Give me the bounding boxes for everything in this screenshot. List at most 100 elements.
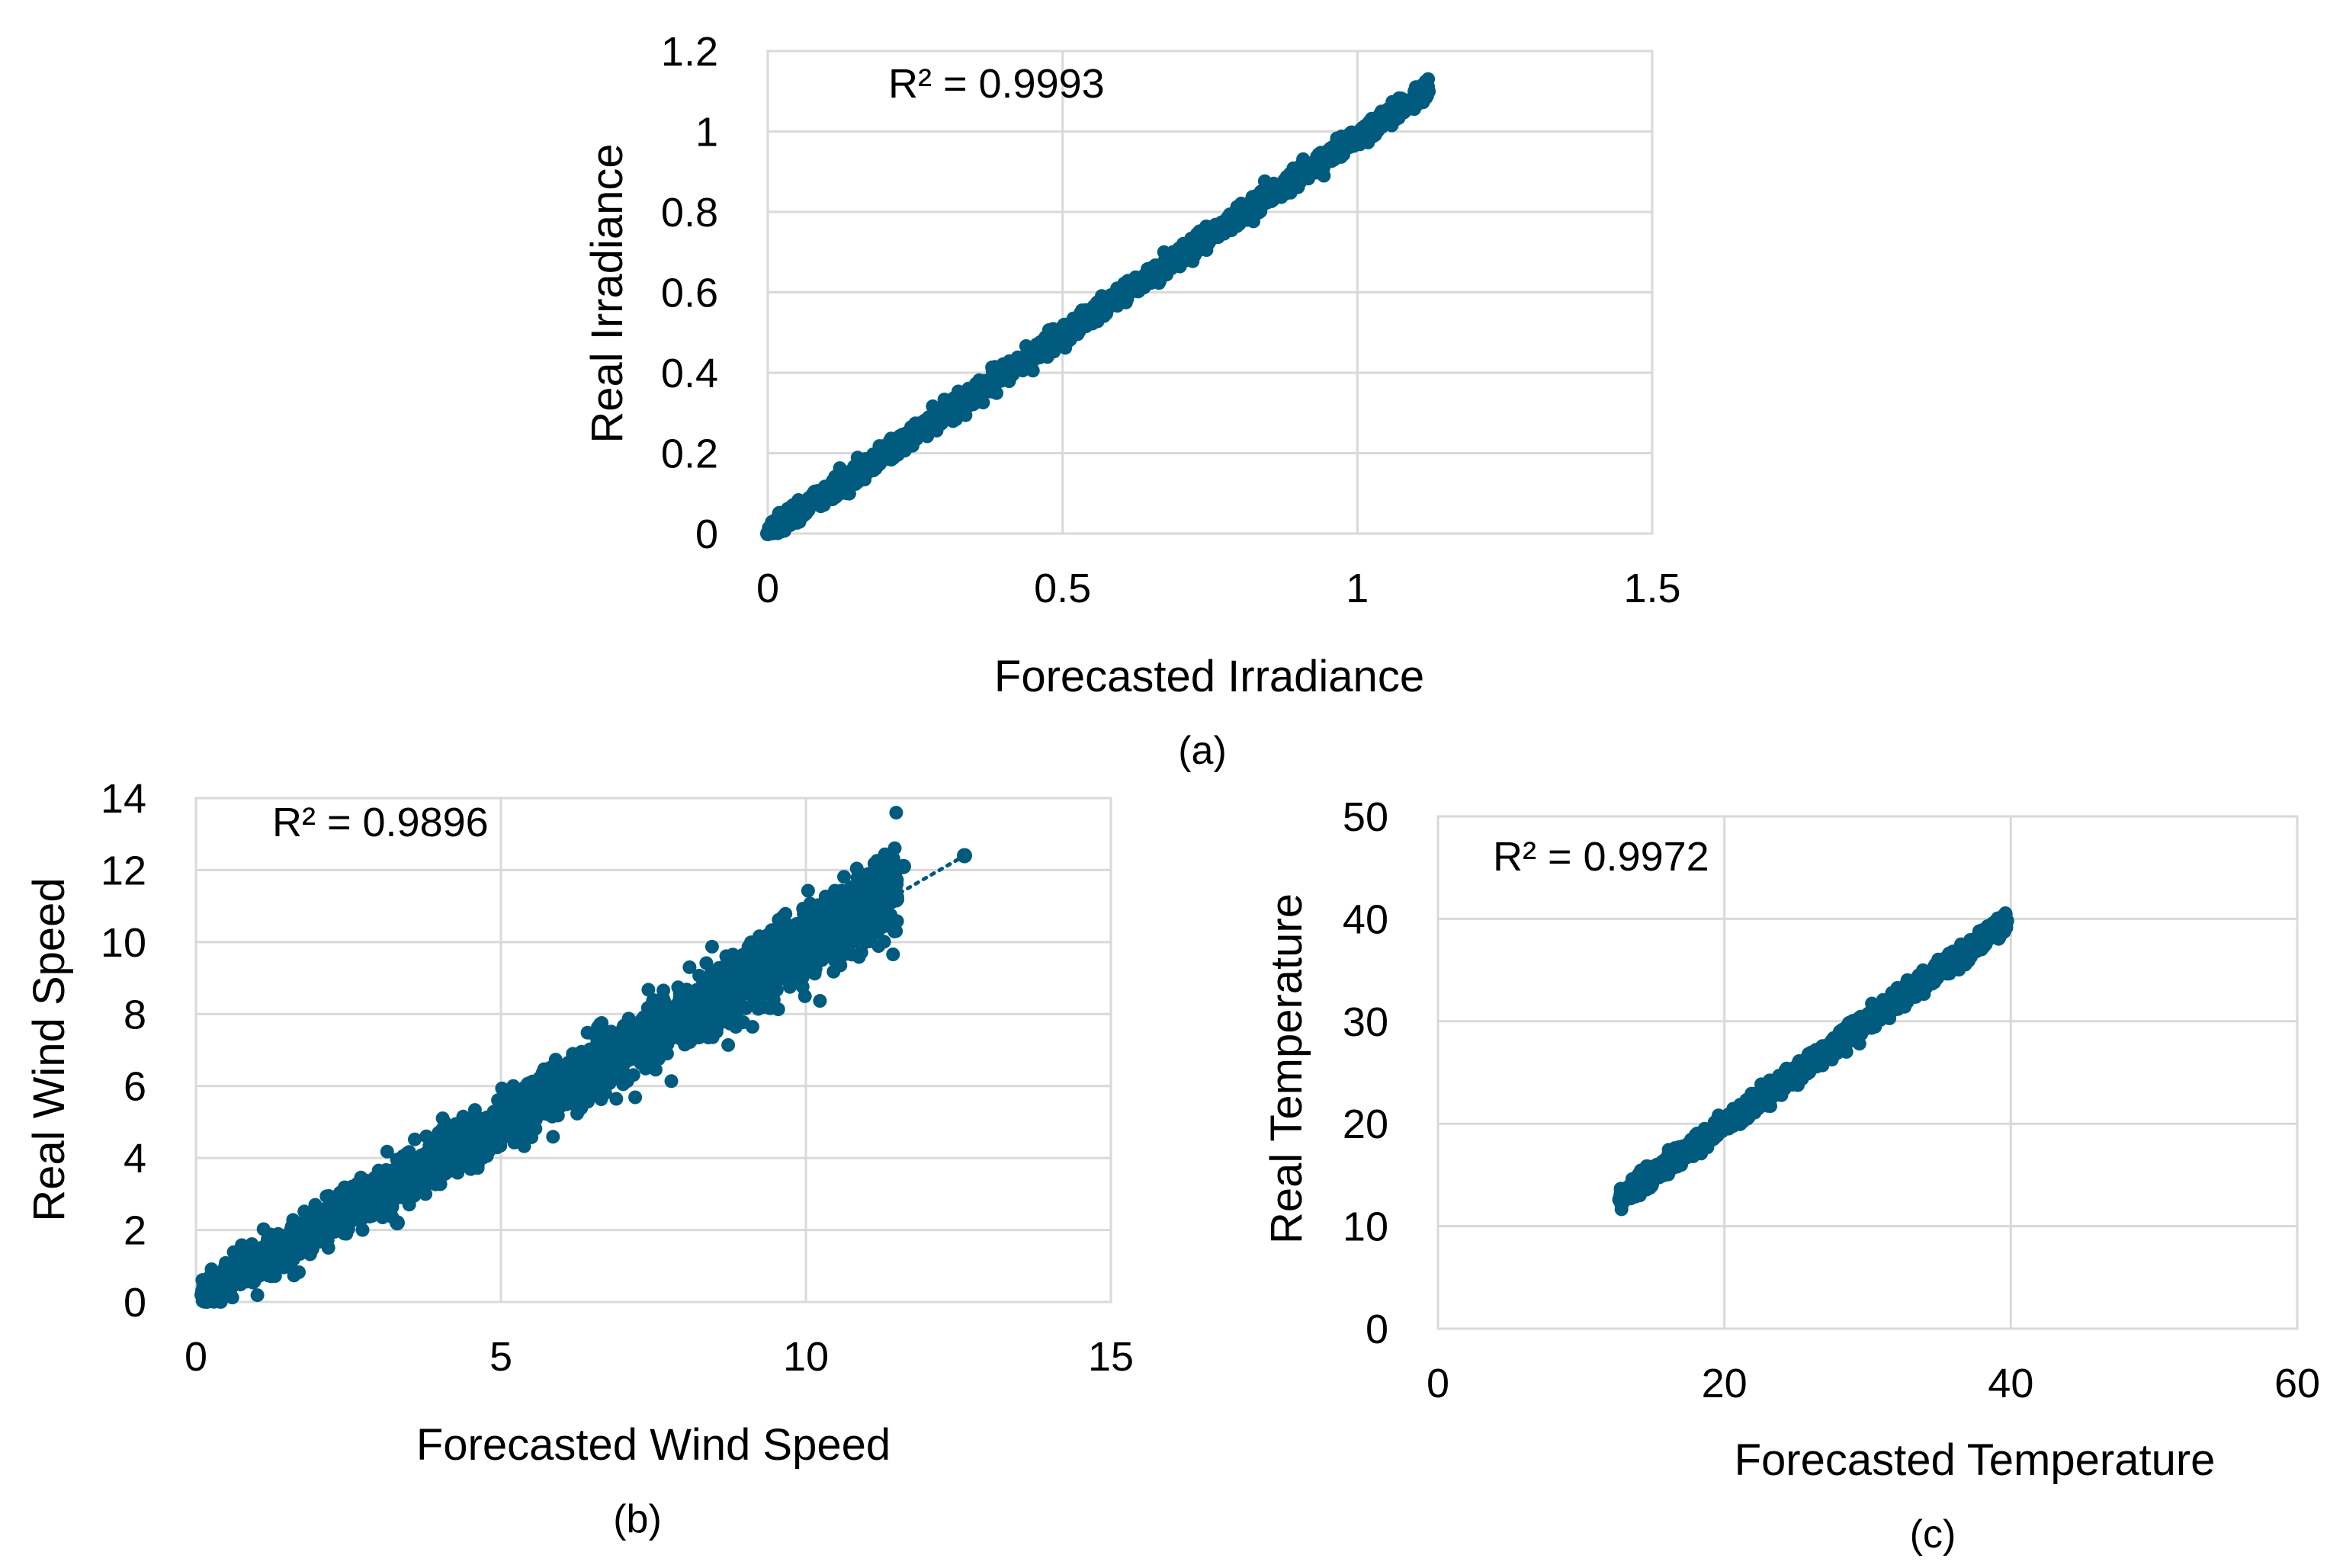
scatter-point [390,1215,405,1231]
scatter-point [1077,319,1092,333]
scatter-point [847,921,862,935]
x-tick-label: 5 [489,1334,512,1380]
scatter-point [745,1020,759,1034]
panel-c-grid [1436,815,2299,1330]
scatter-point [256,1222,271,1236]
scatter-point [869,877,884,891]
y-tick-label: 0 [124,1280,146,1326]
scatter-point [793,511,807,525]
scatter-point [803,917,817,932]
scatter-point [896,858,911,874]
scatter-point [709,980,724,994]
scatter-point [469,1134,483,1149]
scatter-point [496,1130,510,1145]
scatter-point [476,1150,490,1165]
scatter-point [878,916,893,932]
scatter-point [274,1258,288,1272]
scatter-point [806,957,820,970]
scatter-point [1144,268,1159,282]
scatter-point [849,462,864,476]
scatter-point [852,950,866,964]
scatter-point [1218,217,1233,232]
x-tick-label: 0 [185,1334,207,1380]
scatter-point [1320,143,1336,159]
scatter-point [526,1111,541,1125]
scatter-point [641,983,656,997]
scatter-point [1255,189,1269,204]
scatter-point [1179,249,1193,263]
scatter-point [482,1137,496,1152]
scatter-point [712,998,727,1012]
panel-a-y-axis-label: Real Irradiance [583,143,632,443]
y-tick-label: 0.8 [661,190,718,236]
scatter-point [631,1024,645,1037]
y-tick-label: 12 [101,848,146,893]
panel-a-x-axis-label: Forecasted Irradiance [994,652,1424,701]
x-tick-label: 0.5 [1034,566,1091,611]
scatter-point [813,994,827,1008]
scatter-point [1202,224,1218,240]
scatter-point [856,867,871,882]
scatter-point [682,960,697,974]
scatter-point [733,963,747,976]
scatter-point [324,1195,339,1210]
scatter-point [407,1188,422,1203]
scatter-point [744,951,759,966]
scatter-point [431,1167,445,1181]
y-tick-label: 1 [695,110,718,156]
scatter-point [377,1194,390,1208]
scatter-point [889,806,903,820]
panel-c-plot-area [1436,815,2299,1330]
scatter-point [778,906,793,921]
y-tick-label: 0.6 [661,271,718,316]
scatter-point [948,412,963,427]
scatter-point [819,486,835,502]
scatter-point [741,940,756,954]
scatter-point [1306,156,1321,171]
panel-a-points [760,72,1436,541]
scatter-point [682,1024,696,1038]
scatter-point [400,1146,415,1160]
x-tick-label: 15 [1088,1334,1134,1380]
scatter-point [250,1288,265,1303]
scatter-point [618,1031,632,1046]
scatter-point [780,970,794,985]
scatter-point [419,1129,434,1143]
scatter-point [1343,127,1357,141]
scatter-point [1054,325,1070,341]
scatter-point [628,1090,643,1105]
scatter-point [595,1016,609,1030]
scatter-point [328,1224,342,1239]
scatter-point [449,1164,464,1178]
scatter-point [1380,111,1395,125]
y-tick-label: 10 [101,920,146,966]
y-tick-label: 1.2 [661,29,718,75]
scatter-point [888,883,903,897]
scatter-point [1336,142,1350,156]
scatter-point [241,1241,255,1255]
scatter-point [1398,101,1412,115]
scatter-point [435,1122,450,1137]
scatter-point [1176,236,1190,251]
y-tick-label: 14 [101,776,146,822]
scatter-point [577,1050,592,1065]
scatter-point [783,919,798,933]
scatter-point [772,505,788,521]
panel-a-plot-area [766,50,1654,535]
scatter-point [543,1061,557,1076]
scatter-point [570,1106,584,1121]
y-tick-label: 4 [124,1136,146,1182]
scatter-point [678,1037,692,1052]
scatter-point [1093,303,1106,316]
x-tick-label: 1 [1346,566,1369,611]
panel-b-r2-annotation: R² = 0.9896 [272,800,489,845]
panel-a-ticks: 0 0.5 1 1.500.20.40.60.811.2 [661,29,1681,611]
scatter-point [760,526,775,541]
scatter-point [734,998,749,1012]
scatter-point [835,481,849,495]
y-tick-label: 0 [695,511,718,557]
x-tick-label: 0 [756,566,779,611]
scatter-point [464,1162,478,1176]
